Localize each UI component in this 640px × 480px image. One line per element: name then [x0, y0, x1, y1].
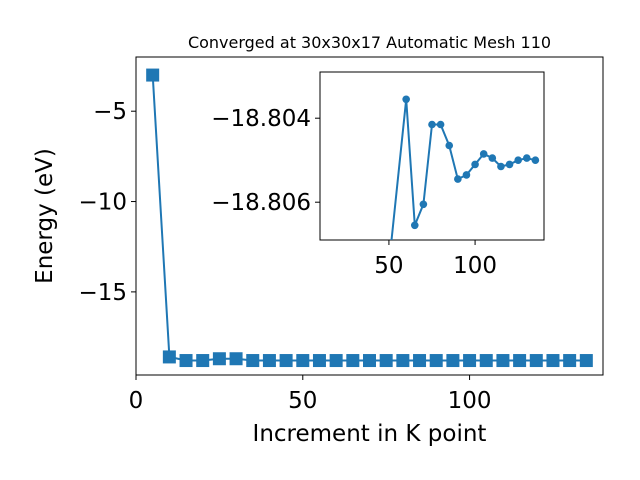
inset-data-point [497, 162, 505, 171]
inset-series-group [390, 95, 540, 240]
inset-data-point [514, 156, 522, 164]
inset-plot-frame [319, 71, 545, 241]
inset-data-point [402, 95, 410, 104]
main-data-point [446, 354, 460, 368]
x-tick-label: 0 [129, 388, 144, 414]
main-data-point [513, 354, 527, 368]
inset-y-tick-label: −18.806 [211, 190, 311, 216]
main-data-point [379, 354, 393, 368]
inset-data-point [410, 221, 419, 230]
main-data-point [146, 68, 160, 82]
main-data-point [346, 354, 360, 368]
inset-data-point [471, 160, 479, 169]
y-axis-label: Energy (eV) [32, 148, 58, 284]
main-data-point [396, 354, 410, 368]
main-data-point [546, 354, 560, 368]
inset-data-point [419, 200, 428, 209]
main-data-point [579, 354, 593, 368]
inset-x-tick-label: 100 [453, 253, 497, 279]
main-data-point [312, 354, 326, 368]
inset-data-point [462, 171, 471, 179]
inset-data-point [488, 154, 497, 162]
main-data-point [229, 352, 243, 366]
chart-title: Converged at 30x30x17 Automatic Mesh 110 [188, 33, 551, 52]
inset-data-point [479, 150, 488, 158]
main-data-point [429, 354, 443, 368]
inset-x-tick-label: 50 [374, 253, 403, 279]
main-data-point [413, 354, 427, 368]
inset-data-point [505, 160, 514, 169]
main-data-point [463, 354, 477, 368]
main-data-point [262, 354, 276, 368]
inset-data-point [445, 141, 454, 150]
main-data-point [296, 354, 310, 368]
main-data-point [196, 354, 210, 368]
y-tick-label: −10 [78, 190, 127, 216]
inset-y-tick-label: −18.804 [211, 106, 311, 132]
y-tick-label: −5 [93, 99, 127, 125]
inset-data-point [522, 154, 531, 162]
main-data-point [529, 354, 543, 368]
inset-data-point [436, 120, 445, 129]
inset-data-point [428, 120, 436, 129]
main-data-point [563, 354, 577, 368]
main-plot-frame [135, 56, 604, 376]
main-data-point [279, 354, 293, 368]
main-data-point [179, 354, 193, 368]
inset-data-point [531, 156, 540, 164]
main-data-point [246, 354, 260, 368]
main-data-point [496, 354, 510, 368]
x-axis-label: Increment in K point [253, 421, 487, 447]
inset-data-point [454, 175, 462, 183]
main-data-point [363, 354, 376, 368]
x-tick-label: 100 [448, 388, 492, 414]
main-data-point [162, 350, 176, 364]
x-tick-label: 50 [288, 388, 317, 414]
main-data-point [479, 354, 493, 368]
y-tick-label: −15 [78, 280, 127, 306]
main-data-point [212, 352, 226, 366]
main-data-point [329, 354, 343, 368]
